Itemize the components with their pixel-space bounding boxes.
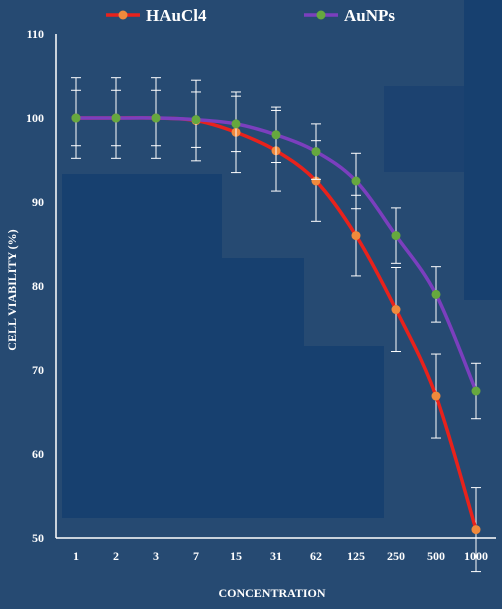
x-tick-label: 2 <box>113 549 119 563</box>
data-point <box>471 525 481 535</box>
series-line <box>74 116 478 393</box>
data-point <box>71 113 81 123</box>
data-point <box>391 305 401 315</box>
legend-item: HAuCl4 <box>106 6 207 25</box>
legend-item: AuNPs <box>304 6 395 25</box>
x-tick-label: 62 <box>310 549 322 563</box>
background-panel-5 <box>464 0 502 300</box>
data-point <box>431 289 441 299</box>
y-axis-label: CELL VIABILITY (%) <box>5 229 19 350</box>
background-panel-4 <box>384 86 464 172</box>
y-tick-label: 60 <box>32 447 44 461</box>
y-tick-label: 110 <box>27 27 44 41</box>
data-point <box>471 386 481 396</box>
x-tick-label: 31 <box>270 549 282 563</box>
y-tick-label: 50 <box>32 531 44 545</box>
y-tick-labels: 50 60 70 80 90 100 110 <box>26 27 44 545</box>
data-point <box>271 130 281 140</box>
background-panel-3 <box>302 346 384 518</box>
data-point <box>231 119 241 129</box>
data-point <box>391 231 401 241</box>
legend-label: HAuCl4 <box>146 6 207 25</box>
legend-label: AuNPs <box>344 6 395 25</box>
background-panel-2 <box>222 258 304 518</box>
legend-swatch-marker <box>118 10 128 20</box>
x-tick-labels: 1 2 3 7 15 31 62 125 250 500 1000 <box>73 549 488 563</box>
data-point <box>431 391 441 401</box>
x-tick-label: 125 <box>347 549 365 563</box>
data-point <box>311 176 321 186</box>
x-tick-label: 15 <box>230 549 242 563</box>
x-axis-label: CONCENTRATION <box>218 586 325 600</box>
data-point <box>191 115 201 125</box>
data-point <box>351 231 361 241</box>
data-point <box>351 176 361 186</box>
x-tick-label: 250 <box>387 549 405 563</box>
x-tick-label: 500 <box>427 549 445 563</box>
y-tick-label: 70 <box>32 363 44 377</box>
background-panel-1 <box>62 174 222 518</box>
legend-swatch-marker <box>316 10 326 20</box>
axes <box>55 34 496 539</box>
x-tick-label: 7 <box>193 549 199 563</box>
legend: HAuCl4 AuNPs <box>106 6 395 25</box>
data-point <box>111 113 121 123</box>
y-tick-label: 100 <box>26 111 44 125</box>
y-tick-label: 80 <box>32 279 44 293</box>
x-tick-label: 1 <box>73 549 79 563</box>
data-point <box>151 113 161 123</box>
y-tick-label: 90 <box>32 195 44 209</box>
x-tick-label: 3 <box>153 549 159 563</box>
background-panels <box>62 0 502 518</box>
data-point <box>311 147 321 157</box>
series <box>71 77 481 573</box>
series-AuNPs <box>71 89 481 420</box>
